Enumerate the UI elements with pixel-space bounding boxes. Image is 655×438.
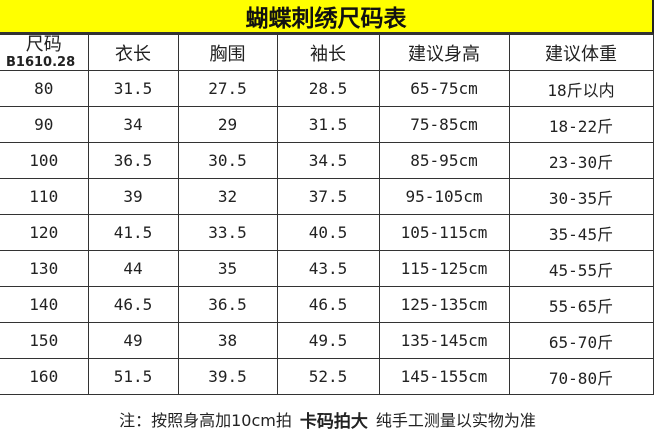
table-cell: 65-75cm (378, 70, 510, 107)
table-cell: 33.5 (177, 214, 278, 251)
column-header: 尺码 B1610.28 (0, 34, 89, 71)
column-header: 建议体重 (508, 34, 654, 71)
table-row: 140 46.5 36.5 46.5 125-135cm 55-65斤 (0, 286, 654, 323)
table-cell: 31.5 (87, 70, 179, 107)
table-cell: 45-55斤 (508, 250, 654, 287)
table-cell: 49 (87, 322, 179, 359)
table-cell: 135-145cm (378, 322, 510, 359)
table-cell: 38 (177, 322, 278, 359)
chart-title: 蝴蝶刺绣尺码表 (0, 0, 654, 34)
table-cell: 36.5 (87, 142, 179, 179)
table-cell: 30-35斤 (508, 178, 654, 215)
table-row: 120 41.5 33.5 40.5 105-115cm 35-45斤 (0, 214, 654, 251)
table-row: 160 51.5 39.5 52.5 145-155cm 70-80斤 (0, 358, 654, 395)
column-header: 衣长 (87, 34, 179, 71)
table-cell: 46.5 (276, 286, 380, 323)
watermark: B1610.28 (6, 55, 76, 70)
table-cell: 32 (177, 178, 278, 215)
table-row: 110 39 32 37.5 95-105cm 30-35斤 (0, 178, 654, 215)
table-row: 150 49 38 49.5 135-145cm 65-70斤 (0, 322, 654, 359)
table-row: 90 34 29 31.5 75-85cm 18-22斤 (0, 106, 654, 143)
footnote: 注：按照身高加10cm拍 卡码拍大 纯手工测量以实物为准 (0, 400, 655, 438)
table-cell: 28.5 (276, 70, 380, 107)
header-row: 尺码 B1610.28 衣长 胸围 袖长 建议身高 建议体重 (0, 34, 654, 71)
note-text-2: 纯手工测量以实物为准 (375, 411, 536, 430)
table-cell: 55-65斤 (508, 286, 654, 323)
table-cell: 34.5 (276, 142, 380, 179)
table-cell: 41.5 (87, 214, 179, 251)
table-cell: 150 (0, 322, 89, 359)
table-cell: 36.5 (177, 286, 278, 323)
column-header: 袖长 (276, 34, 380, 71)
table-cell: 105-115cm (378, 214, 510, 251)
table-cell: 145-155cm (378, 358, 510, 395)
table-cell: 49.5 (276, 322, 380, 359)
table-cell: 65-70斤 (508, 322, 654, 359)
table-cell: 39 (87, 178, 179, 215)
table-cell: 125-135cm (378, 286, 510, 323)
table-row: 130 44 35 43.5 115-125cm 45-55斤 (0, 250, 654, 287)
table-cell: 80 (0, 70, 89, 107)
size-table: 尺码 B1610.28 衣长 胸围 袖长 建议身高 建议体重 80 31.5 27.5 28.5 65… (0, 34, 654, 395)
table-cell: 100 (0, 142, 89, 179)
table-cell: 39.5 (177, 358, 278, 395)
table-cell: 140 (0, 286, 89, 323)
table-cell: 44 (87, 250, 179, 287)
column-header: 胸围 (177, 34, 278, 71)
table-cell: 34 (87, 106, 179, 143)
table-cell: 43.5 (276, 250, 380, 287)
note-text-1: 注：按照身高加10cm拍 (119, 411, 292, 430)
table-cell: 40.5 (276, 214, 380, 251)
table-cell: 90 (0, 106, 89, 143)
table-cell: 18-22斤 (508, 106, 654, 143)
table-cell: 37.5 (276, 178, 380, 215)
table-cell: 130 (0, 250, 89, 287)
table-cell: 35 (177, 250, 278, 287)
table-cell: 85-95cm (378, 142, 510, 179)
table-cell: 110 (0, 178, 89, 215)
table-cell: 160 (0, 358, 89, 395)
column-header-label: 尺码 (25, 34, 62, 55)
table-cell: 31.5 (276, 106, 380, 143)
table-cell: 95-105cm (378, 178, 510, 215)
table-row: 100 36.5 30.5 34.5 85-95cm 23-30斤 (0, 142, 654, 179)
table-cell: 18斤以内 (508, 70, 654, 107)
table-cell: 120 (0, 214, 89, 251)
table-cell: 29 (177, 106, 278, 143)
column-header: 建议身高 (378, 34, 510, 71)
table-row: 80 31.5 27.5 28.5 65-75cm 18斤以内 (0, 70, 654, 107)
table-cell: 52.5 (276, 358, 380, 395)
table-cell: 23-30斤 (508, 142, 654, 179)
table-cell: 35-45斤 (508, 214, 654, 251)
note-bold: 卡码拍大 (299, 411, 368, 432)
table-cell: 27.5 (177, 70, 278, 107)
table-cell: 51.5 (87, 358, 179, 395)
table-cell: 70-80斤 (508, 358, 654, 395)
table-cell: 75-85cm (378, 106, 510, 143)
table-cell: 115-125cm (378, 250, 510, 287)
table-cell: 46.5 (87, 286, 179, 323)
table-cell: 30.5 (177, 142, 278, 179)
